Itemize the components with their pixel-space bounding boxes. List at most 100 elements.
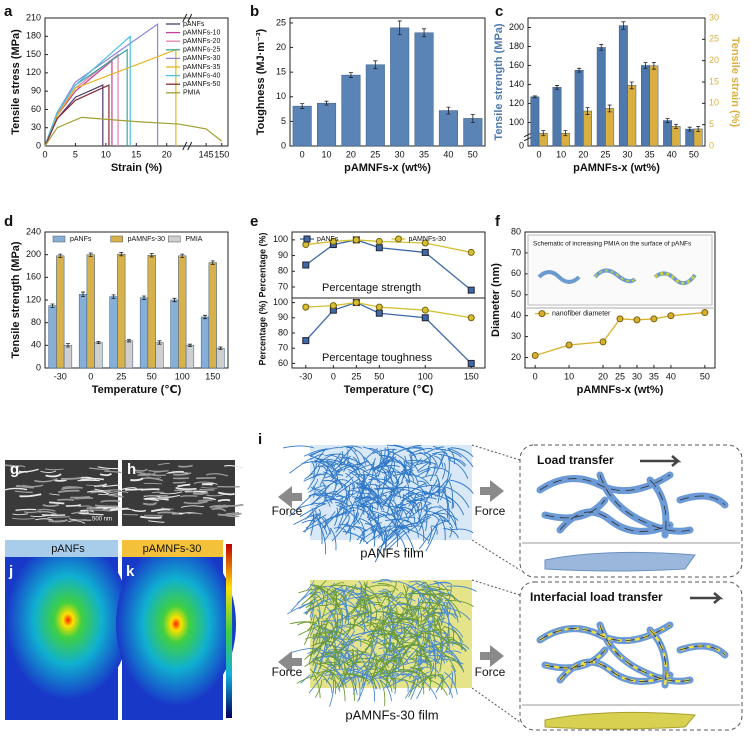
fiber <box>343 456 349 472</box>
fiber <box>372 668 394 675</box>
fiber <box>326 460 343 471</box>
x-tick-label: 10 <box>556 149 566 159</box>
fiber <box>381 525 401 547</box>
image-header <box>122 540 223 557</box>
fiber <box>336 585 357 607</box>
error-bar <box>180 253 185 258</box>
sem-streak <box>212 504 230 509</box>
x-tick-label: 25 <box>600 149 610 159</box>
force-arrow <box>278 651 302 673</box>
fiber <box>320 613 331 628</box>
fiber <box>403 459 434 464</box>
y-tick-label: 80 <box>278 327 288 337</box>
fiber <box>372 448 395 472</box>
y-tick-label: 60 <box>278 358 288 368</box>
load-arrow <box>544 499 606 519</box>
fiber <box>429 622 443 640</box>
legend-label: PMIA <box>183 90 200 97</box>
sem-streak <box>225 511 240 515</box>
sem-streak <box>159 494 181 498</box>
fiber <box>330 452 341 467</box>
fiber <box>324 674 348 679</box>
fiber <box>406 587 415 603</box>
y-tick-label: 5 <box>281 116 286 126</box>
fiber <box>351 496 362 505</box>
fiber <box>444 601 449 613</box>
fiber <box>349 500 355 528</box>
fiber <box>312 637 324 666</box>
fiber <box>425 524 438 552</box>
fiber <box>434 448 446 475</box>
fiber <box>308 671 326 694</box>
fiber <box>434 605 443 629</box>
fiber <box>349 648 354 663</box>
error-bar <box>599 44 604 51</box>
fiber <box>324 661 340 667</box>
fiber <box>393 444 417 458</box>
fiber <box>415 581 434 605</box>
sem-streak <box>12 513 29 516</box>
sem-streak <box>131 509 147 513</box>
bar <box>139 297 149 369</box>
sem-streak <box>104 470 122 474</box>
y-tick-label: 20 <box>511 352 521 362</box>
fiber <box>333 587 337 617</box>
fiber <box>440 473 452 494</box>
legend-label: pANFs <box>317 236 339 243</box>
sem-streak <box>102 506 121 510</box>
error-bar <box>554 85 559 90</box>
fiber <box>440 519 453 529</box>
fiber <box>324 651 344 655</box>
fiber <box>427 479 438 495</box>
fiber <box>300 674 311 684</box>
fiber <box>325 621 339 641</box>
point <box>616 315 624 323</box>
fiber <box>408 493 417 507</box>
fiber <box>402 584 408 616</box>
fiber <box>437 592 456 599</box>
fiber <box>397 657 402 669</box>
fiber <box>379 578 392 583</box>
bar <box>438 110 458 147</box>
x-tick-label: 20 <box>346 149 356 159</box>
fiber <box>336 674 346 702</box>
legend-label: PMIA <box>185 236 202 243</box>
sem-streak <box>45 473 62 478</box>
fiber <box>376 469 395 485</box>
fiber <box>433 580 450 595</box>
fiber <box>419 451 432 466</box>
fiber <box>372 478 397 497</box>
fiber <box>321 589 329 620</box>
fiber <box>374 611 406 618</box>
sem-streak <box>143 482 162 485</box>
fiber <box>450 664 456 686</box>
fiber <box>407 588 423 597</box>
sem-streak <box>172 477 190 480</box>
axis-break <box>182 13 193 23</box>
point <box>650 315 658 323</box>
fiber <box>346 613 369 621</box>
fiber <box>361 472 365 485</box>
fiber <box>362 581 367 609</box>
sem-streak <box>80 512 104 516</box>
sem-streak <box>178 464 193 468</box>
fiber <box>407 583 419 590</box>
bar <box>649 65 659 147</box>
fiber <box>432 628 447 634</box>
fiber <box>310 592 323 603</box>
fiber <box>439 484 445 501</box>
fiber <box>415 675 438 700</box>
x-tick-label: 30 <box>395 149 405 159</box>
coating <box>598 624 691 683</box>
line <box>44 22 159 147</box>
fiber <box>315 586 326 595</box>
fiber <box>432 607 457 620</box>
fiber <box>372 525 403 532</box>
fiber <box>289 621 318 625</box>
x-tick-label: 150 <box>464 371 479 381</box>
fiber <box>379 526 387 550</box>
y-tick-label: 180 <box>509 41 524 51</box>
x-tick-label: 50 <box>700 371 710 381</box>
error-bar <box>324 100 329 106</box>
y-tick-label: 30 <box>31 122 41 132</box>
